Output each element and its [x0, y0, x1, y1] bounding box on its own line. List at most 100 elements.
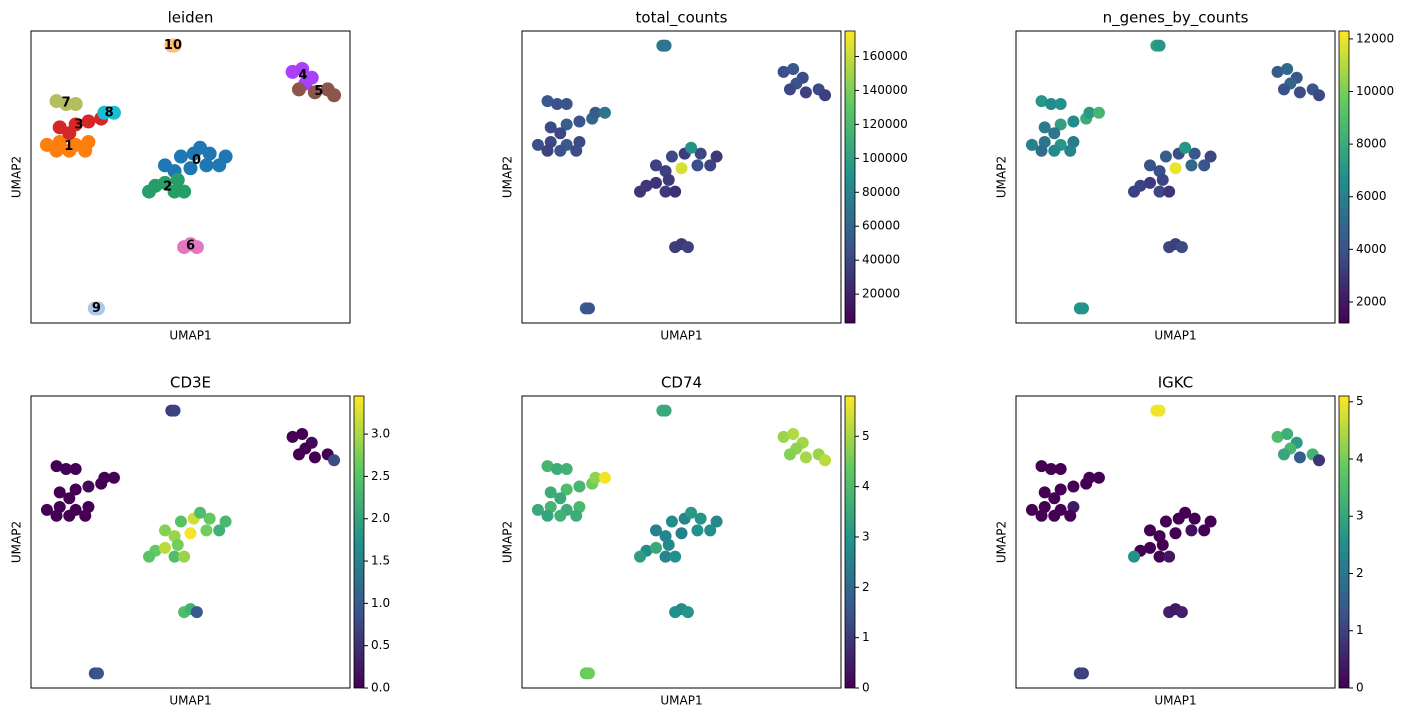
point [1153, 185, 1166, 198]
point [68, 97, 83, 111]
point [665, 515, 678, 528]
point [659, 550, 672, 563]
point [675, 162, 688, 175]
colorbar-tick-label: 1.5 [371, 554, 390, 568]
point [570, 144, 583, 157]
point [1143, 176, 1156, 189]
point [1204, 515, 1217, 528]
point [53, 486, 66, 499]
plot-frame [30, 395, 351, 689]
point [1277, 448, 1290, 461]
point [1153, 550, 1166, 563]
plot-frame [521, 30, 842, 324]
point [1159, 150, 1172, 163]
colorbar-tick-label: 2000 [1356, 294, 1387, 308]
colorbar-tick-label: 3 [862, 529, 870, 543]
point [544, 486, 557, 499]
point [531, 138, 544, 151]
point [69, 483, 82, 496]
point [1169, 162, 1182, 175]
colorbar [844, 30, 856, 324]
colorbar-tick-label: 8000 [1356, 137, 1387, 151]
point [291, 82, 306, 97]
point [573, 480, 586, 493]
point [1175, 241, 1188, 254]
point [1293, 451, 1306, 464]
point [704, 159, 717, 172]
colorbar-tick-label: 1 [1356, 623, 1364, 637]
panel-title: leiden [168, 9, 214, 27]
x-axis-label: UMAP1 [1154, 694, 1196, 708]
cluster-label: 3 [74, 118, 83, 133]
colorbar-tick-label: 6000 [1356, 189, 1387, 203]
colorbar-tick-label: 10000 [1356, 84, 1394, 98]
colorbar-tick-label: 2 [862, 580, 870, 594]
point [554, 492, 567, 505]
point [694, 512, 707, 525]
point [171, 538, 184, 551]
point [308, 451, 321, 464]
point [1179, 141, 1192, 154]
point [704, 524, 717, 537]
point [1185, 524, 1198, 537]
point [1076, 667, 1089, 680]
point [783, 448, 796, 461]
point [1054, 118, 1067, 131]
point [183, 161, 198, 176]
colorbar-tick-label: 0.0 [371, 681, 390, 695]
point [560, 463, 573, 475]
point [1188, 512, 1201, 525]
point [1025, 138, 1038, 151]
colorbar-tick-label: 3.0 [371, 427, 390, 441]
point [98, 471, 111, 484]
colorbar [353, 395, 365, 689]
point [662, 538, 675, 551]
point [710, 515, 723, 528]
point [60, 463, 73, 475]
point [669, 185, 682, 198]
point [1092, 106, 1105, 119]
cluster-label: 10 [164, 38, 182, 53]
colorbar-tick-label: 40000 [862, 253, 900, 267]
point [1163, 185, 1176, 198]
plot-frame [1015, 395, 1336, 689]
point [675, 527, 688, 540]
plot-frame [30, 30, 351, 324]
point [63, 509, 76, 522]
point [1083, 106, 1096, 119]
panel-title: total_counts [636, 9, 728, 28]
point [50, 460, 63, 473]
point [582, 667, 595, 680]
point [62, 126, 77, 141]
point [787, 427, 800, 440]
point [1281, 62, 1294, 75]
colorbar-tick-label: 0.5 [371, 638, 390, 652]
panel-title: CD74 [661, 374, 702, 392]
point [659, 185, 672, 198]
point [1188, 147, 1201, 160]
point [554, 144, 567, 157]
point [541, 144, 554, 157]
cluster-label: 7 [62, 96, 71, 111]
point [1128, 185, 1141, 198]
point [589, 106, 602, 119]
point [1076, 302, 1089, 315]
point [799, 451, 812, 464]
colorbar-tick-label: 0 [862, 681, 870, 695]
point [1038, 121, 1051, 134]
point [168, 550, 181, 563]
point [193, 140, 208, 155]
colorbar [844, 395, 856, 689]
point [681, 606, 694, 619]
point [143, 550, 156, 563]
colorbar-tick-label: 60000 [862, 219, 900, 233]
point [1067, 480, 1080, 493]
point [560, 118, 573, 131]
point [554, 509, 567, 522]
point [799, 86, 812, 99]
cluster-label: 8 [105, 105, 114, 120]
point [1038, 486, 1051, 499]
point [1153, 39, 1166, 52]
point [167, 184, 182, 199]
